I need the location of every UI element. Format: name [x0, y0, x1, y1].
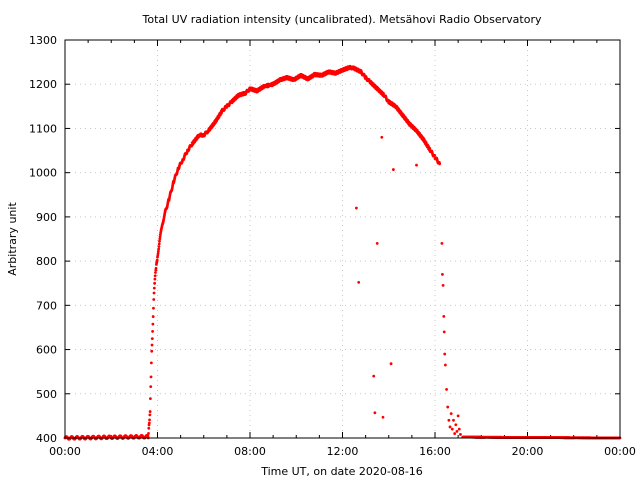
y-tick-label: 1200 [29, 78, 57, 91]
x-tick-labels: 00:00 04:00 08:00 12:00 16:00 20:00 00:00 [49, 445, 636, 458]
data-point [156, 249, 160, 253]
data-point [148, 418, 151, 422]
data-point [157, 247, 161, 251]
data-point [449, 412, 453, 416]
data-point [454, 423, 458, 427]
y-tick-label: 400 [36, 432, 57, 445]
data-point [157, 242, 161, 246]
data-point [391, 168, 395, 171]
data-point [444, 363, 447, 367]
data-point [428, 146, 432, 150]
data-point [158, 239, 161, 243]
data-point [149, 385, 153, 389]
data-point [149, 397, 152, 400]
data-point [152, 286, 156, 290]
data-point [158, 237, 162, 241]
data-point [154, 266, 158, 270]
data-point [156, 252, 160, 255]
data-point [155, 258, 159, 262]
y-tick-label: 1300 [29, 34, 57, 47]
chart-title: Total UV radiation intensity (uncalibrat… [142, 13, 542, 26]
x-tick-label: 00:00 [604, 445, 636, 458]
data-point [152, 306, 155, 310]
data-point [452, 418, 455, 422]
data-point [372, 374, 376, 378]
data-point [448, 425, 452, 429]
data-point [152, 298, 156, 301]
data-point [153, 281, 157, 285]
x-tick-label: 12:00 [327, 445, 359, 458]
data-point [158, 235, 162, 239]
data-point [151, 330, 154, 333]
data-point [150, 349, 154, 353]
data-point [389, 362, 393, 366]
data-point [456, 414, 460, 418]
data-point [446, 405, 450, 409]
x-tick-label: 20:00 [512, 445, 544, 458]
data-point [375, 242, 379, 245]
data-point [148, 410, 152, 413]
data-point [153, 274, 157, 278]
data-point [150, 337, 154, 341]
data-point [450, 427, 454, 431]
plot-border [64, 39, 621, 439]
data-point [442, 330, 446, 334]
y-tick-labels: 400 500 600 700 800 900 1000 1100 1200 1300 [29, 34, 57, 445]
data-point [438, 162, 442, 166]
x-tick-label: 00:00 [49, 445, 81, 458]
data-point [415, 163, 418, 167]
y-tick-label: 600 [36, 344, 57, 357]
y-tick-label: 800 [36, 255, 57, 268]
data-point [453, 432, 457, 435]
axis-ticks [64, 39, 621, 439]
data-point [150, 343, 154, 347]
data-point [147, 431, 150, 435]
data-point [442, 314, 446, 318]
data-point [147, 426, 151, 430]
data-point [148, 413, 152, 417]
grid-lines [65, 40, 620, 438]
y-tick-label: 1100 [29, 122, 57, 135]
data-point [151, 322, 155, 326]
data-point [441, 272, 444, 276]
data-point [152, 291, 156, 295]
data-point [357, 280, 361, 284]
data-point [447, 418, 451, 422]
data-point [373, 411, 377, 415]
y-tick-label: 900 [36, 211, 57, 224]
data-point [147, 421, 151, 425]
x-tick-label: 08:00 [234, 445, 266, 458]
data-point [149, 361, 153, 365]
y-tick-label: 1000 [29, 167, 57, 180]
data-point [445, 387, 448, 391]
x-tick-label: 04:00 [142, 445, 174, 458]
y-axis-label: Arbitrary unit [6, 202, 19, 276]
data-point [151, 315, 155, 318]
data-point [440, 242, 444, 245]
data-point [382, 92, 385, 95]
data-point [457, 427, 461, 431]
data-point [154, 271, 157, 274]
data-point [354, 206, 358, 210]
data-point [459, 433, 462, 436]
x-tick-label: 16:00 [419, 445, 451, 458]
y-tick-label: 500 [36, 388, 57, 401]
data-point [380, 135, 384, 139]
data-point [157, 245, 161, 248]
data-point [443, 352, 447, 356]
data-point [153, 277, 157, 281]
data-point [455, 429, 459, 433]
data-points [63, 64, 622, 441]
data-point [441, 284, 445, 287]
x-axis-label: Time UT, on date 2020-08-16 [260, 465, 423, 478]
data-point [433, 154, 437, 157]
y-tick-label: 700 [36, 299, 57, 312]
data-point [381, 415, 385, 419]
data-point [149, 375, 153, 379]
